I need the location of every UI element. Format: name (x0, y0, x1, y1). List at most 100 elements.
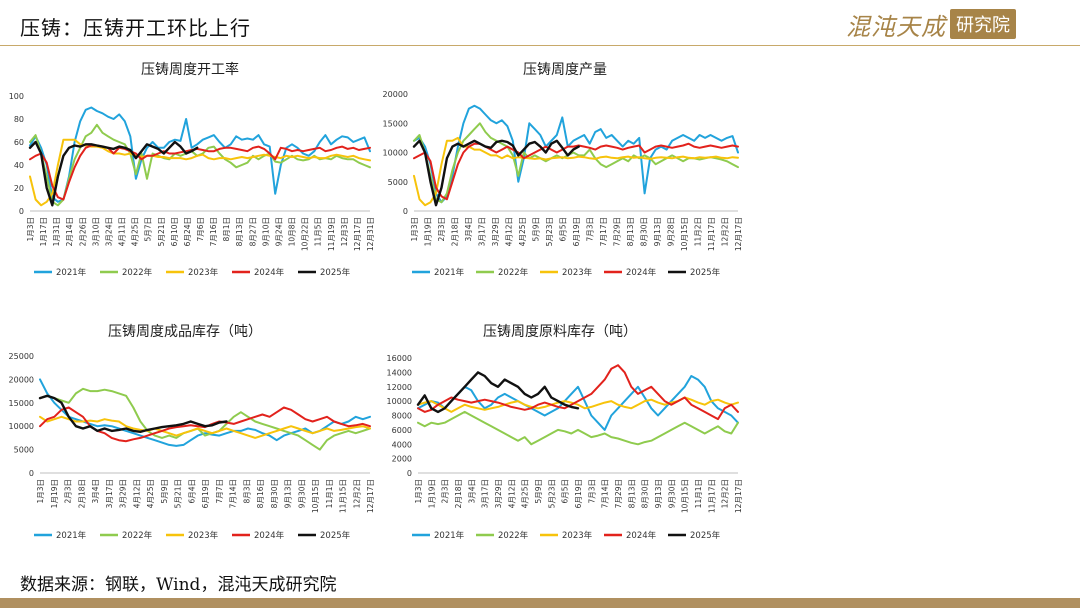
chart-raw-inventory: 压铸周度原料库存（吨） 0 2000 4000 6000 8000 10000 12000 14… (380, 322, 760, 552)
x-tick-label: 1月17日 (39, 217, 48, 246)
y-tick-label: 12000 (387, 383, 412, 392)
x-tick-label: 9月13日 (284, 479, 293, 508)
chart-operating-rate: 压铸周度开工率 0 20 40 60 80 100 1月3日 1月17日 1月31日 2月14日 2月… (0, 56, 540, 288)
x-tick-label: 3月17日 (478, 217, 487, 246)
x-tick-label: 2月18日 (451, 217, 460, 246)
y-tick-label: 0 (407, 469, 412, 478)
y-tick-label: 0 (29, 469, 34, 478)
legend-label: 2022年 (498, 267, 529, 278)
series-line-2025年 (28, 140, 199, 207)
x-tick-label: 5月9日 (160, 479, 169, 504)
x-tick-label: 2月3日 (437, 217, 446, 242)
x-tick-label: 6月5日 (561, 479, 570, 504)
x-tick-label: 4月25日 (521, 479, 530, 508)
y-tick-label: 15000 (383, 119, 408, 128)
x-tick-label: 7月17日 (599, 217, 608, 246)
chart-title: 压铸周度成品库存（吨） (108, 324, 262, 340)
y-tick-label: 10000 (383, 149, 408, 158)
x-tick-label: 7月3日 (586, 217, 595, 242)
x-tick-label: 12月2日 (721, 217, 730, 246)
x-tick-label: 1月3日 (410, 217, 419, 242)
x-tick-label: 4月11日 (118, 217, 127, 246)
x-tick-label: 12月17日 (353, 217, 362, 251)
x-tick-label: 9月24日 (274, 217, 283, 246)
x-tick-label: 5月7日 (144, 217, 153, 242)
legend-label: 2022年 (122, 267, 153, 278)
series-line-2024年 (413, 142, 739, 201)
x-tick-label: 8月30日 (640, 217, 649, 246)
x-tick-label: 8月13日 (626, 217, 635, 246)
y-tick-label: 4000 (392, 440, 412, 449)
x-tick-label: 11月2日 (694, 217, 703, 246)
x-tick-label: 4月25日 (131, 217, 140, 246)
x-tick-label: 1月3日 (414, 479, 423, 504)
y-tick-label: 25000 (9, 352, 34, 361)
series-line-2022年 (417, 410, 739, 446)
y-tick-label: 10000 (387, 397, 412, 406)
series-line-2025年 (38, 394, 228, 434)
x-tick-label: 1月31日 (52, 217, 61, 246)
legend-label: 2024年 (254, 267, 285, 278)
x-tick-label: 3月17日 (105, 479, 114, 508)
series-line-2022年 (29, 123, 371, 207)
legend-label: 2024年 (626, 267, 657, 278)
source-note: 数据来源：钢联，Wind，混沌天成研究院 (20, 575, 337, 595)
x-tick-label: 6月19日 (574, 479, 583, 508)
x-tick-label: 4月25日 (146, 479, 155, 508)
y-tick-label: 20000 (9, 375, 34, 384)
x-tick-label: 8月13日 (627, 479, 636, 508)
logo: 混沌天成 研究院 (846, 8, 1016, 41)
x-tick-label: 11月5日 (314, 217, 323, 246)
series-line-2022年 (39, 387, 371, 451)
x-tick-label: 12月31日 (366, 217, 375, 251)
x-tick-label: 1月19日 (50, 479, 59, 508)
x-tick-label: 10月15日 (311, 479, 320, 513)
x-tick-label: 5月21日 (157, 217, 166, 246)
x-tick-label: 5月21日 (174, 479, 183, 508)
x-tick-label: 1月19日 (427, 479, 436, 508)
x-tick-label: 2月3日 (441, 479, 450, 504)
x-tick-label: 11月1日 (694, 479, 703, 508)
legend-label: 2023年 (562, 530, 593, 541)
x-tick-label: 7月16日 (209, 217, 218, 246)
chart-title: 压铸周度原料库存（吨） (483, 324, 637, 340)
x-tick-label: 3月29日 (119, 479, 128, 508)
chart-svg: 压铸周度成品库存（吨） 0 5000 10000 15000 20000 25000 1月3日… (9, 324, 375, 541)
y-tick-label: 0 (403, 207, 408, 216)
x-tick-label: 10月8日 (288, 217, 297, 246)
x-tick-label: 7月14日 (229, 479, 238, 508)
x-tick-label: 9月30日 (667, 479, 676, 508)
x-tick-label: 6月4日 (187, 479, 196, 504)
x-tick-label: 12月2日 (721, 479, 730, 508)
x-tick-label: 3月4日 (464, 217, 473, 242)
y-tick-label: 10000 (9, 422, 34, 431)
y-tick-label: 6000 (392, 426, 412, 435)
x-tick-label: 8月16日 (256, 479, 265, 508)
x-tick-label: 9月28日 (667, 217, 676, 246)
chart-title: 压铸周度产量 (523, 62, 607, 78)
x-tick-label: 10月15日 (680, 217, 689, 251)
x-tick-label: 8月3日 (242, 479, 251, 504)
series-line-2023年 (39, 415, 371, 439)
x-tick-label: 9月30日 (297, 479, 306, 508)
logo-script: 混沌天成 (846, 12, 946, 41)
x-tick-label: 4月12日 (505, 217, 514, 246)
x-tick-label: 12月17日 (366, 479, 375, 513)
y-tick-label: 15000 (9, 399, 34, 408)
x-tick-label: 6月5日 (559, 217, 568, 242)
x-tick-label: 7月3日 (587, 479, 596, 504)
chart-weekly-output: 压铸周度产量 0 5000 10000 15000 20000 1月3日 1月19日 2月3日 2… (380, 56, 760, 288)
y-tick-label: 80 (14, 115, 24, 124)
x-tick-label: 8月1日 (222, 217, 231, 242)
x-tick-label: 3月10日 (91, 217, 100, 246)
x-tick-label: 7月29日 (614, 479, 623, 508)
legend-label: 2021年 (434, 530, 465, 541)
legend-label: 2022年 (122, 530, 153, 541)
y-tick-label: 2000 (392, 455, 412, 464)
series-line-2024年 (29, 144, 371, 201)
x-tick-label: 8月30日 (270, 479, 279, 508)
x-tick-label: 3月17日 (481, 479, 490, 508)
series-line-2022年 (413, 122, 739, 204)
y-tick-label: 20000 (383, 90, 408, 99)
legend-label: 2021年 (56, 267, 87, 278)
